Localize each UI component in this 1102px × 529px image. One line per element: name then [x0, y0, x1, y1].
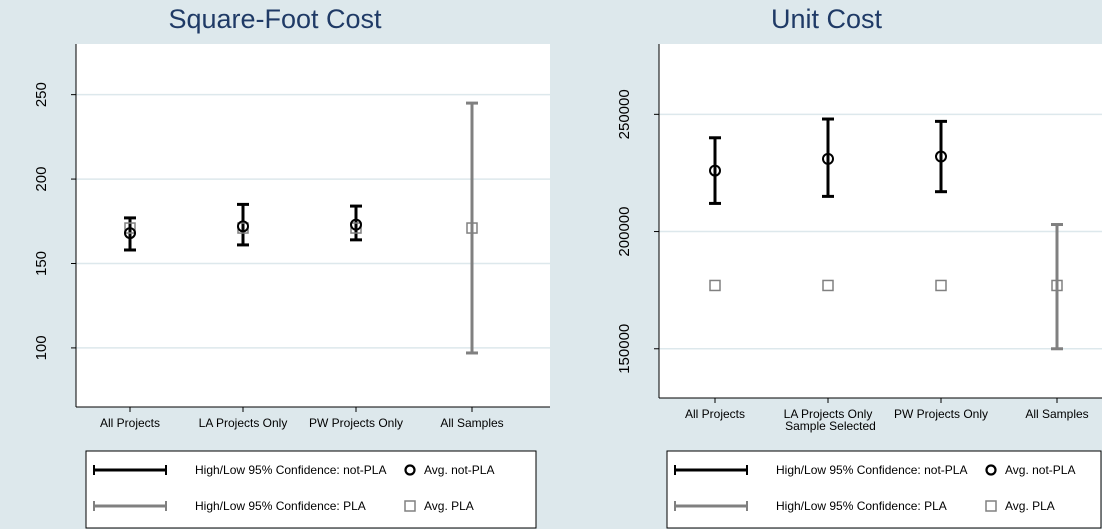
avg-not-pla-point	[935, 150, 947, 163]
legend-marker-label: Avg. PLA	[1005, 499, 1055, 513]
x-tick-label: PW Projects Only	[309, 416, 403, 430]
avg-not-pla-point	[822, 152, 834, 165]
avg-pla-point	[350, 222, 362, 234]
avg-not-pla-point	[709, 164, 721, 177]
avg-not-pla-point	[350, 218, 362, 231]
legend-marker-label: Avg. not-PLA	[1005, 463, 1076, 477]
square-foot-cost-panel: Square-Foot Cost 100 150 200 250 All Project…	[0, 0, 550, 529]
legend-marker-label: Avg. PLA	[424, 499, 474, 513]
y-tick-label: 250000	[616, 89, 633, 139]
avg-not-pla-point	[124, 227, 136, 240]
x-tick-label: PW Projects Only	[894, 407, 988, 421]
legend-box	[666, 450, 1102, 529]
x-tick-label: All Samples	[440, 416, 503, 430]
avg-pla-point	[124, 222, 136, 234]
x-tick-label: All Projects	[100, 416, 160, 430]
unit-cost-panel: Unit Cost 150000 200000 250000 All Projects…	[551, 0, 1102, 529]
chart-title: Unit Cost	[770, 4, 883, 34]
x-tick-label: LA Projects Only	[784, 407, 873, 421]
y-tick-label: 150	[33, 251, 50, 276]
plot-area	[659, 44, 1102, 398]
legend-circle-marker	[404, 464, 416, 476]
legend-marker-label: Avg. not-PLA	[424, 463, 495, 477]
plot-area	[76, 44, 550, 407]
legend-label: High/Low 95% Confidence: not-PLA	[776, 463, 967, 477]
legend-label: High/Low 95% Confidence: not-PLA	[195, 463, 386, 477]
square-foot-cost-chart: 100 150 200 250 All Projects LA Projects Only…	[33, 44, 550, 529]
unit-cost-chart: 150000 200000 250000 All Projects LA Project…	[616, 44, 1102, 529]
x-tick-label: All Projects	[685, 407, 745, 421]
x-axis-label: Sample Selected	[785, 419, 876, 433]
avg-pla-point	[822, 279, 834, 292]
y-tick-label: 200000	[616, 207, 633, 257]
y-tick-label: 100	[33, 335, 50, 360]
x-tick-label: LA Projects Only	[199, 416, 288, 430]
legend-box	[85, 450, 537, 529]
avg-pla-point	[709, 279, 721, 292]
legend-label: High/Low 95% Confidence: PLA	[776, 499, 947, 513]
y-tick-label: 200	[33, 167, 50, 192]
avg-pla-point	[935, 279, 947, 292]
x-tick-label: All Samples	[1025, 407, 1088, 421]
y-tick-label: 150000	[616, 324, 633, 374]
legend-square-marker	[985, 500, 997, 512]
chart-title: Square-Foot Cost	[168, 4, 382, 34]
legend-label: High/Low 95% Confidence: PLA	[195, 499, 366, 513]
legend-square-marker	[404, 500, 416, 512]
avg-pla-point	[1051, 279, 1063, 292]
avg-pla-point	[466, 222, 478, 234]
y-tick-label: 250	[33, 82, 50, 107]
legend-circle-marker	[985, 464, 997, 476]
avg-not-pla-point	[237, 220, 249, 233]
